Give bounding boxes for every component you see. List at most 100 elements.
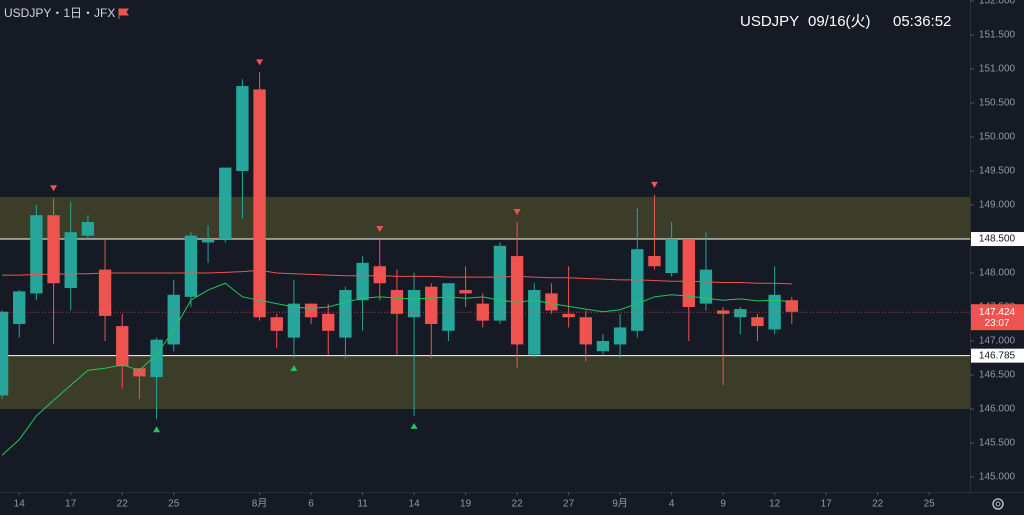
x-tick-label: 22 — [872, 499, 884, 510]
x-tick-label: 6 — [308, 499, 314, 510]
sell-signal — [376, 226, 384, 233]
x-tick-label: 27 — [563, 499, 575, 510]
y-tick-label: 150.000 — [979, 132, 1016, 143]
candle-body — [751, 317, 764, 327]
candle-body — [373, 266, 386, 284]
y-tick-label: 151.500 — [979, 30, 1016, 41]
buy-signal — [410, 422, 418, 429]
candle-body — [167, 294, 180, 345]
candle-body — [322, 313, 335, 331]
candle-body — [442, 283, 455, 331]
candle-body — [476, 303, 489, 321]
y-tick-label: 146.000 — [979, 404, 1016, 415]
plot — [0, 59, 970, 456]
candle-body — [734, 309, 747, 318]
x-tick-label: 22 — [117, 499, 129, 510]
flag-icon — [118, 8, 129, 19]
candle-body — [682, 239, 695, 308]
sell-signal — [50, 185, 58, 192]
current-price-label: 147.424 — [979, 307, 1016, 318]
candle-body — [0, 311, 9, 396]
candle-body — [219, 167, 232, 240]
candle-body — [116, 326, 129, 367]
candle-body — [613, 327, 627, 345]
level-label-box — [971, 348, 1024, 363]
sell-signal — [513, 209, 521, 216]
sell-signal — [650, 181, 658, 188]
level-label-box — [971, 232, 1024, 247]
candle-body — [390, 290, 404, 314]
y-tick-label: 149.000 — [979, 200, 1016, 211]
candle-body — [459, 290, 472, 294]
candle-body — [47, 215, 60, 284]
x-tick-label: 14 — [14, 499, 26, 510]
candle-body — [236, 86, 249, 172]
candle-body — [596, 341, 610, 352]
y-tick-label: 148.000 — [979, 268, 1016, 279]
candle-body — [631, 249, 644, 331]
candle-body — [510, 256, 524, 345]
x-tick-label: 17 — [65, 499, 77, 510]
x-tick-label: 12 — [769, 499, 781, 510]
candle-body — [253, 89, 266, 318]
y-tick-label: 150.500 — [979, 98, 1016, 109]
clock-symbol: USDJPY — [740, 13, 799, 30]
y-tick-label: 146.500 — [979, 370, 1016, 381]
candle-body — [133, 368, 146, 377]
zone — [0, 355, 970, 410]
candle-body — [30, 215, 43, 294]
ma-line — [2, 269, 792, 285]
x-tick-label: 8月 — [252, 498, 268, 510]
x-tick-label: 14 — [409, 499, 421, 510]
sell-signal — [256, 59, 264, 66]
clock-time: 05:36:52 — [893, 13, 951, 30]
candle-body — [184, 235, 198, 297]
x-tick-label: 9月 — [612, 498, 628, 510]
candle-body — [665, 239, 678, 274]
y-tick-label: 147.000 — [979, 336, 1016, 347]
candle-body — [201, 239, 215, 243]
candle-body — [562, 313, 575, 318]
candle-body — [425, 286, 438, 325]
clock-date: 09/16(火) — [808, 13, 871, 30]
settings-icon[interactable] — [992, 498, 1004, 510]
x-tick-label: 25 — [924, 499, 936, 510]
chart-title: USDJPY・1日・JFX — [4, 6, 115, 20]
x-tick-label: 25 — [168, 499, 180, 510]
candle-body — [528, 290, 541, 355]
x-tick-label: 19 — [460, 499, 472, 510]
current-price-box — [971, 304, 1024, 331]
candle-body — [545, 293, 558, 311]
candle-body — [648, 256, 661, 267]
candle-body — [493, 245, 507, 321]
countdown-label: 23:07 — [984, 318, 1009, 329]
level-label: 148.500 — [979, 234, 1016, 245]
x-tick-label: 11 — [357, 499, 368, 510]
x-tick-label: 4 — [669, 499, 675, 510]
candle-body — [699, 269, 713, 304]
buy-signal — [153, 426, 161, 433]
candle-body — [579, 317, 592, 345]
x-tick-label: 22 — [512, 499, 524, 510]
y-tick-label: 152.000 — [979, 0, 1016, 7]
x-tick-label: 9 — [720, 499, 726, 510]
ma-line — [1, 282, 792, 456]
candle-body — [81, 222, 95, 236]
candle-body — [270, 317, 283, 331]
level-label: 146.785 — [979, 350, 1016, 361]
y-tick-label: 145.000 — [979, 472, 1016, 483]
x-tick-label: 17 — [821, 499, 833, 510]
y-tick-label: 149.500 — [979, 166, 1016, 177]
candle-body — [150, 339, 163, 378]
candle-body — [339, 290, 352, 338]
buy-signal — [290, 365, 298, 372]
candle-body — [356, 262, 369, 301]
y-tick-label: 145.500 — [979, 438, 1016, 449]
candle-body — [13, 291, 26, 325]
candle-body — [304, 303, 318, 318]
y-tick-label: 151.000 — [979, 64, 1016, 75]
candle-body — [64, 232, 77, 288]
candle-body — [407, 290, 421, 318]
candle-body — [287, 303, 301, 338]
